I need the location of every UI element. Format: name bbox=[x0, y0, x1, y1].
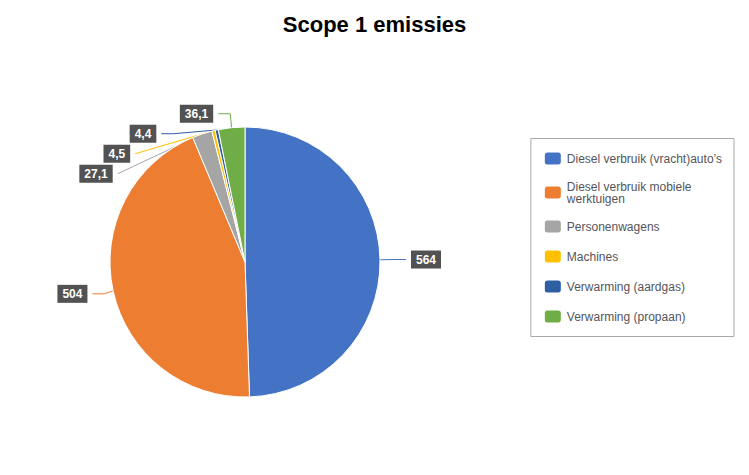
svg-text:Machines: Machines bbox=[567, 250, 618, 264]
svg-text:504: 504 bbox=[62, 287, 82, 301]
svg-text:4,4: 4,4 bbox=[135, 127, 152, 141]
svg-text:564: 564 bbox=[416, 253, 436, 267]
svg-text:Diesel verbruik (vracht)auto’s: Diesel verbruik (vracht)auto’s bbox=[567, 152, 722, 166]
svg-text:Scope 1 emissies: Scope 1 emissies bbox=[283, 12, 466, 37]
svg-text:werktuigen: werktuigen bbox=[566, 192, 625, 206]
svg-text:Verwarming (propaan): Verwarming (propaan) bbox=[567, 310, 686, 324]
svg-text:Diesel verbruik mobiele: Diesel verbruik mobiele bbox=[566, 179, 692, 194]
svg-text:36,1: 36,1 bbox=[185, 107, 209, 121]
svg-text:Personenwagens: Personenwagens bbox=[567, 220, 660, 234]
svg-text:4,5: 4,5 bbox=[108, 147, 125, 161]
svg-text:27,1: 27,1 bbox=[84, 167, 108, 181]
svg-text:Verwarming (aardgas): Verwarming (aardgas) bbox=[567, 280, 685, 294]
